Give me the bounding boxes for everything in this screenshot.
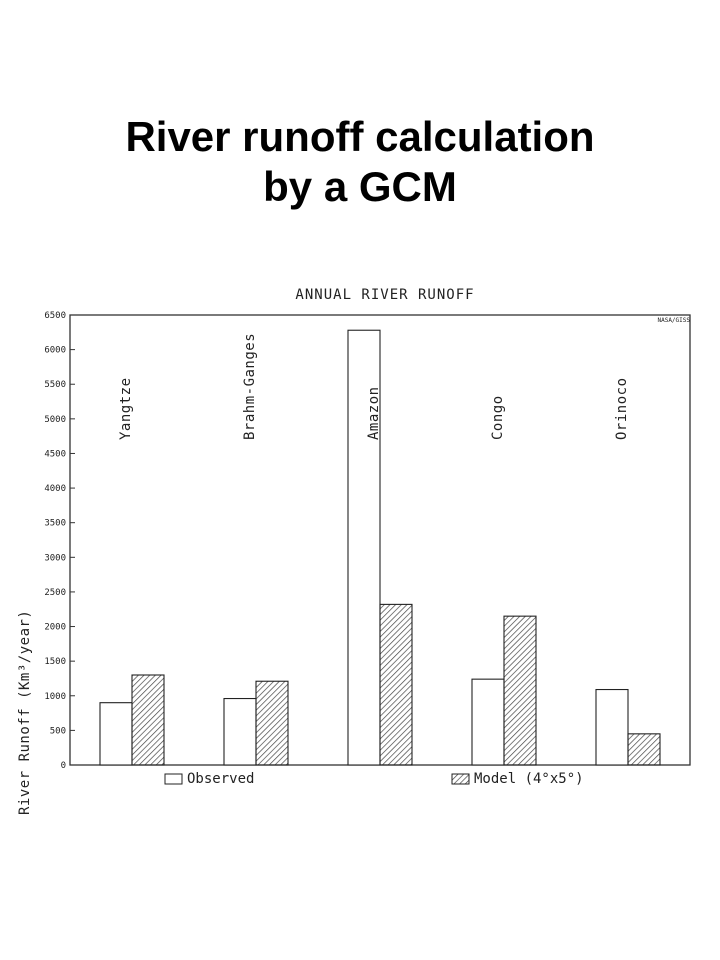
category-labels: Yangtze Brahm-Ganges Amazon Congo Orinoco xyxy=(118,333,630,440)
bars xyxy=(99,329,661,766)
y-tick-label: 500 xyxy=(50,726,66,736)
bar-orinoco-model xyxy=(627,733,661,766)
category-label: Brahm-Ganges xyxy=(242,333,258,440)
y-axis: 0 500 1000 1500 2000 2500 3000 3500 4000 4500 5000… xyxy=(44,311,75,771)
legend-label: Observed xyxy=(187,771,254,787)
bar-brahm-ganges-model xyxy=(255,680,289,766)
y-tick-label: 2000 xyxy=(44,623,66,633)
bar-amazon-model xyxy=(379,603,413,766)
corner-tag: NASA/GISS xyxy=(657,317,690,324)
bar-yangtze-observed xyxy=(99,702,133,766)
y-tick-label: 4500 xyxy=(44,449,66,459)
bar-brahm-ganges-observed xyxy=(223,697,257,766)
y-tick-label: 2500 xyxy=(44,588,66,598)
chart-title: ANNUAL RIVER RUNOFF xyxy=(295,287,474,303)
y-tick-label: 6000 xyxy=(44,346,66,356)
y-tick-label: 4000 xyxy=(44,484,66,494)
y-tick-label: 0 xyxy=(61,761,66,771)
legend: Observed Model (4°x5°) xyxy=(164,771,584,787)
category-label: Congo xyxy=(490,395,506,440)
y-tick-label: 5000 xyxy=(44,415,66,425)
legend-swatch xyxy=(451,773,470,785)
bar-amazon-observed xyxy=(347,329,381,766)
y-axis-label: River Runoff (Km³/year) xyxy=(17,610,33,815)
title-line-2: by a GCM xyxy=(263,163,457,210)
y-tick-label: 5500 xyxy=(44,380,66,390)
bar-congo-model xyxy=(503,615,537,766)
category-label: Amazon xyxy=(366,386,382,440)
bar-chart: ANNUAL RIVER RUNOFF NASA/GISS 0 500 1000 15… xyxy=(17,287,691,815)
y-tick-label: 3000 xyxy=(44,553,66,563)
y-tick-label: 3500 xyxy=(44,519,66,529)
title-line-1: River runoff calculation xyxy=(125,113,595,160)
page-title: River runoff calculation by a GCM xyxy=(0,112,720,212)
bar-yangtze-model xyxy=(131,674,165,766)
category-label: Orinoco xyxy=(614,377,630,440)
bar-orinoco-observed xyxy=(595,688,629,766)
bar-congo-observed xyxy=(471,678,505,766)
y-tick-label: 1500 xyxy=(44,657,66,667)
category-label: Yangtze xyxy=(118,377,134,440)
y-tick-label: 1000 xyxy=(44,692,66,702)
legend-label: Model (4°x5°) xyxy=(474,771,584,787)
legend-swatch xyxy=(164,773,183,785)
y-tick-label: 6500 xyxy=(44,311,66,321)
